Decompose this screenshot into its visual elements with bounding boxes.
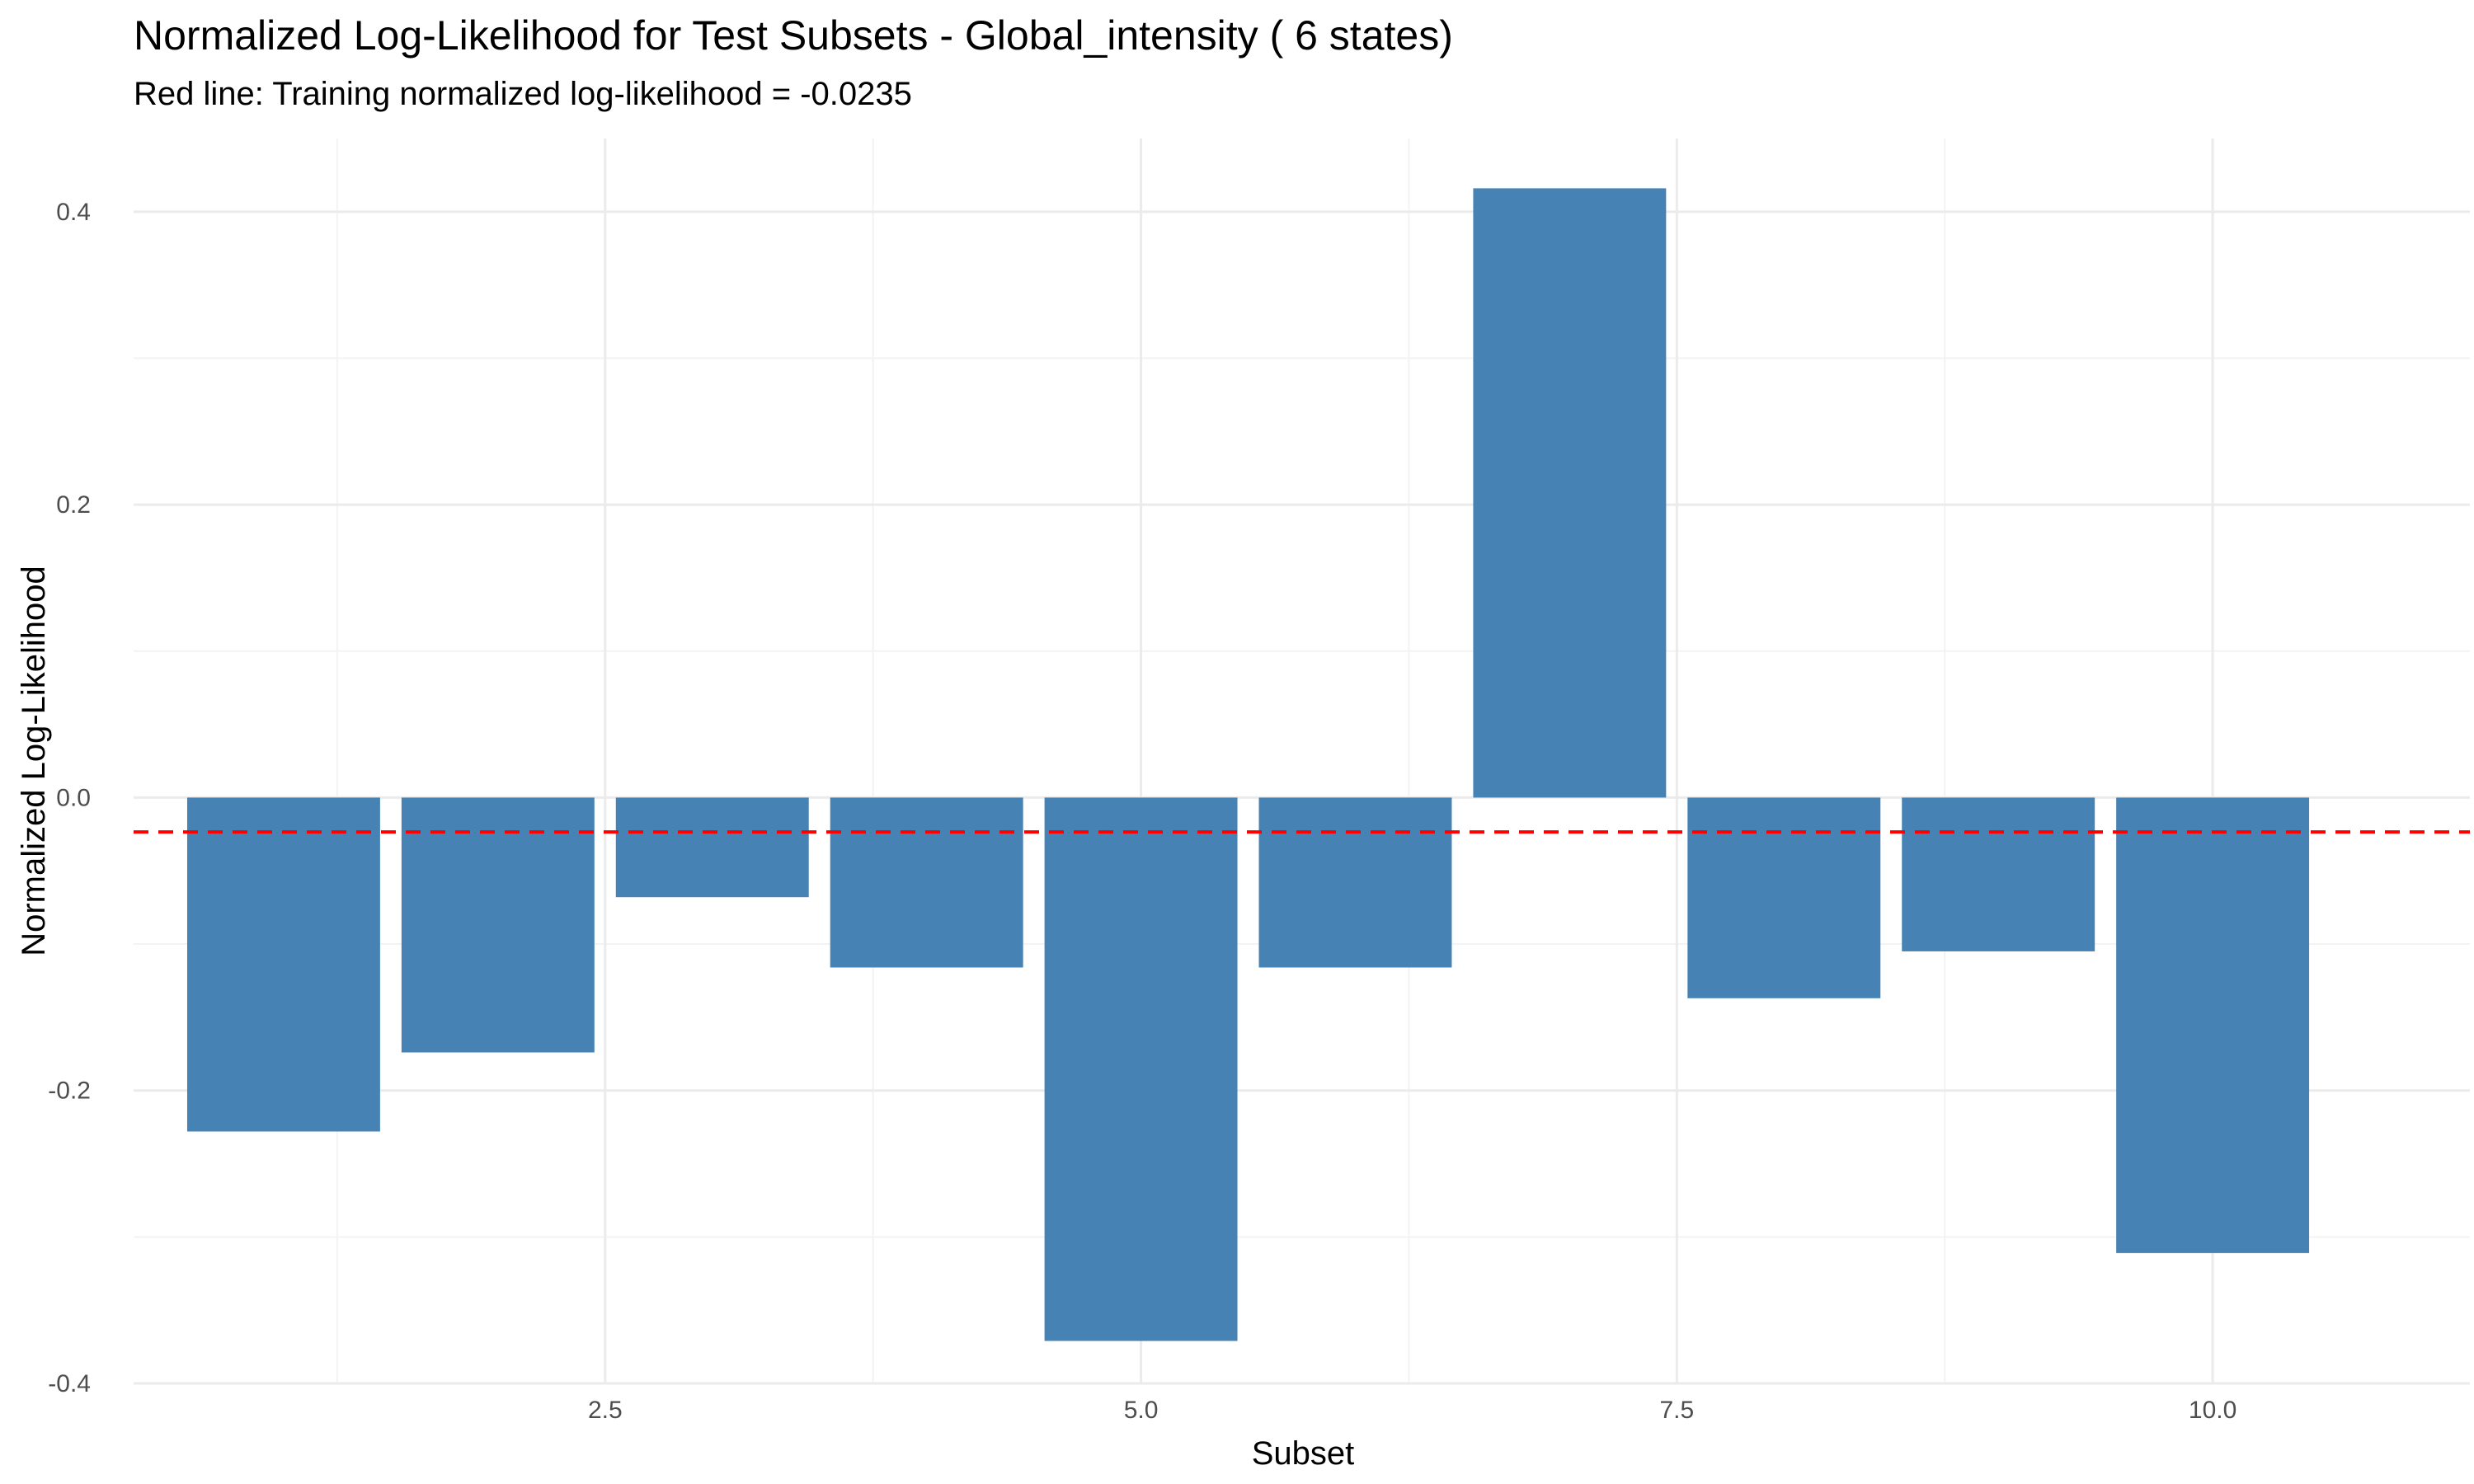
bar-subset-5 bbox=[1044, 797, 1238, 1341]
y-axis-title: Normalized Log-Likelihood bbox=[16, 566, 52, 956]
x-tick-label: 2.5 bbox=[588, 1397, 623, 1424]
bar-subset-3 bbox=[615, 797, 809, 898]
y-tick-label: 0.2 bbox=[56, 491, 91, 519]
bar-subset-9 bbox=[1902, 797, 2095, 951]
bars bbox=[186, 188, 2310, 1341]
x-tick-labels: 2.5 5.0 7.5 10.0 bbox=[588, 1397, 2236, 1424]
x-tick-label: 5.0 bbox=[1124, 1397, 1159, 1424]
chart-title: Normalized Log-Likelihood for Test Subse… bbox=[134, 12, 1453, 59]
chart-subtitle: Red line: Training normalized log-likeli… bbox=[134, 76, 912, 112]
x-axis-title: Subset bbox=[1252, 1435, 1355, 1472]
y-tick-label: -0.2 bbox=[48, 1078, 91, 1105]
y-tick-labels: -0.4 -0.2 0.0 0.2 0.4 bbox=[48, 199, 91, 1397]
y-tick-label: 0.4 bbox=[56, 199, 91, 226]
x-tick-label: 7.5 bbox=[1659, 1397, 1694, 1424]
y-tick-label: -0.4 bbox=[48, 1370, 91, 1397]
bar-subset-4 bbox=[830, 797, 1023, 968]
bar-subset-6 bbox=[1258, 797, 1452, 968]
bar-subset-1 bbox=[186, 797, 380, 1132]
bar-subset-10 bbox=[2116, 797, 2310, 1253]
y-tick-label: 0.0 bbox=[56, 784, 91, 811]
x-tick-label: 10.0 bbox=[2189, 1397, 2236, 1424]
bar-subset-2 bbox=[401, 797, 595, 1053]
bar-subset-7 bbox=[1473, 188, 1667, 798]
bar-subset-8 bbox=[1687, 797, 1881, 998]
